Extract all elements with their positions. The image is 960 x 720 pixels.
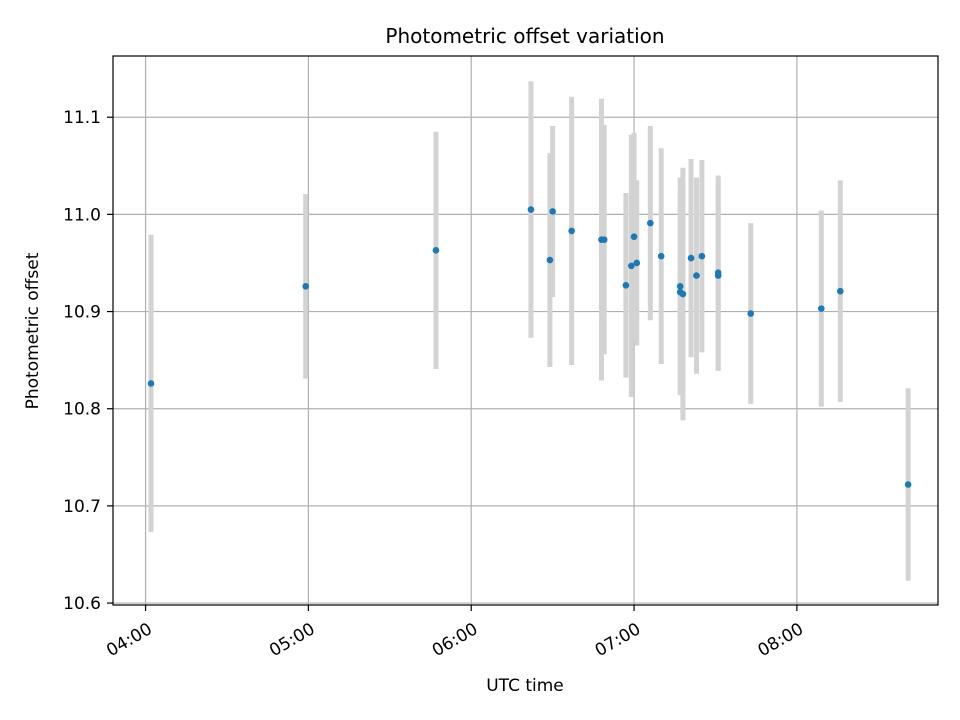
data-point	[676, 282, 684, 290]
y-tick-label: 10.9	[63, 303, 101, 323]
data-points	[147, 206, 912, 488]
data-point	[432, 247, 440, 254]
y-tick-label: 10.8	[63, 400, 101, 420]
data-point	[687, 254, 695, 262]
data-point	[147, 380, 155, 387]
data-point	[628, 262, 635, 270]
y-tick-label: 11.1	[63, 108, 101, 128]
data-point	[568, 227, 575, 235]
data-point	[657, 252, 665, 260]
data-point	[546, 256, 554, 264]
data-point	[600, 236, 608, 243]
data-point	[837, 287, 844, 295]
grid	[113, 56, 938, 605]
data-point	[818, 305, 825, 312]
y-axis-label: Photometric offset	[23, 252, 43, 409]
data-point	[693, 272, 700, 279]
data-point	[714, 269, 722, 276]
plot-frame	[112, 55, 939, 606]
y-tick-label: 11.0	[63, 205, 101, 225]
data-point	[904, 481, 912, 488]
x-axis-label: UTC time	[486, 676, 564, 696]
data-point	[622, 282, 630, 289]
data-point	[633, 259, 641, 267]
chart-title: Photometric offset variation	[385, 24, 664, 48]
y-tick-label: 10.7	[63, 497, 101, 517]
data-point	[527, 206, 535, 213]
data-point	[302, 282, 309, 290]
data-point	[747, 310, 755, 317]
data-point	[698, 252, 706, 260]
data-point	[630, 233, 638, 241]
data-point	[647, 219, 654, 227]
y-tick-label: 10.6	[63, 594, 101, 614]
data-point	[549, 208, 556, 215]
data-point	[679, 290, 687, 298]
